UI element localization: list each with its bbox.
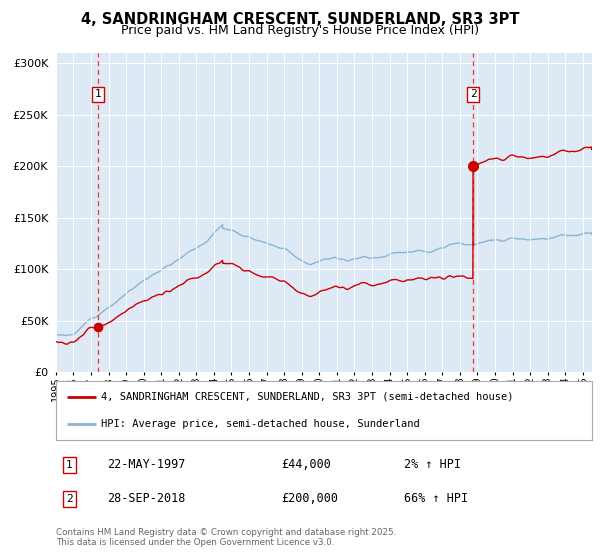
Text: 1: 1 xyxy=(94,90,101,99)
Text: 2: 2 xyxy=(66,494,73,503)
Text: HPI: Average price, semi-detached house, Sunderland: HPI: Average price, semi-detached house,… xyxy=(101,419,420,429)
Text: 1: 1 xyxy=(66,460,73,470)
Text: 4, SANDRINGHAM CRESCENT, SUNDERLAND, SR3 3PT (semi-detached house): 4, SANDRINGHAM CRESCENT, SUNDERLAND, SR3… xyxy=(101,391,514,402)
Text: 2% ↑ HPI: 2% ↑ HPI xyxy=(404,458,461,471)
Text: Contains HM Land Registry data © Crown copyright and database right 2025.
This d: Contains HM Land Registry data © Crown c… xyxy=(56,528,396,547)
Text: 4, SANDRINGHAM CRESCENT, SUNDERLAND, SR3 3PT: 4, SANDRINGHAM CRESCENT, SUNDERLAND, SR3… xyxy=(81,12,519,27)
Text: 66% ↑ HPI: 66% ↑ HPI xyxy=(404,492,468,505)
Text: 2: 2 xyxy=(470,90,476,99)
Text: 28-SEP-2018: 28-SEP-2018 xyxy=(107,492,185,505)
Text: 22-MAY-1997: 22-MAY-1997 xyxy=(107,458,185,471)
Text: £200,000: £200,000 xyxy=(281,492,338,505)
Text: Price paid vs. HM Land Registry's House Price Index (HPI): Price paid vs. HM Land Registry's House … xyxy=(121,24,479,36)
Text: £44,000: £44,000 xyxy=(281,458,331,471)
